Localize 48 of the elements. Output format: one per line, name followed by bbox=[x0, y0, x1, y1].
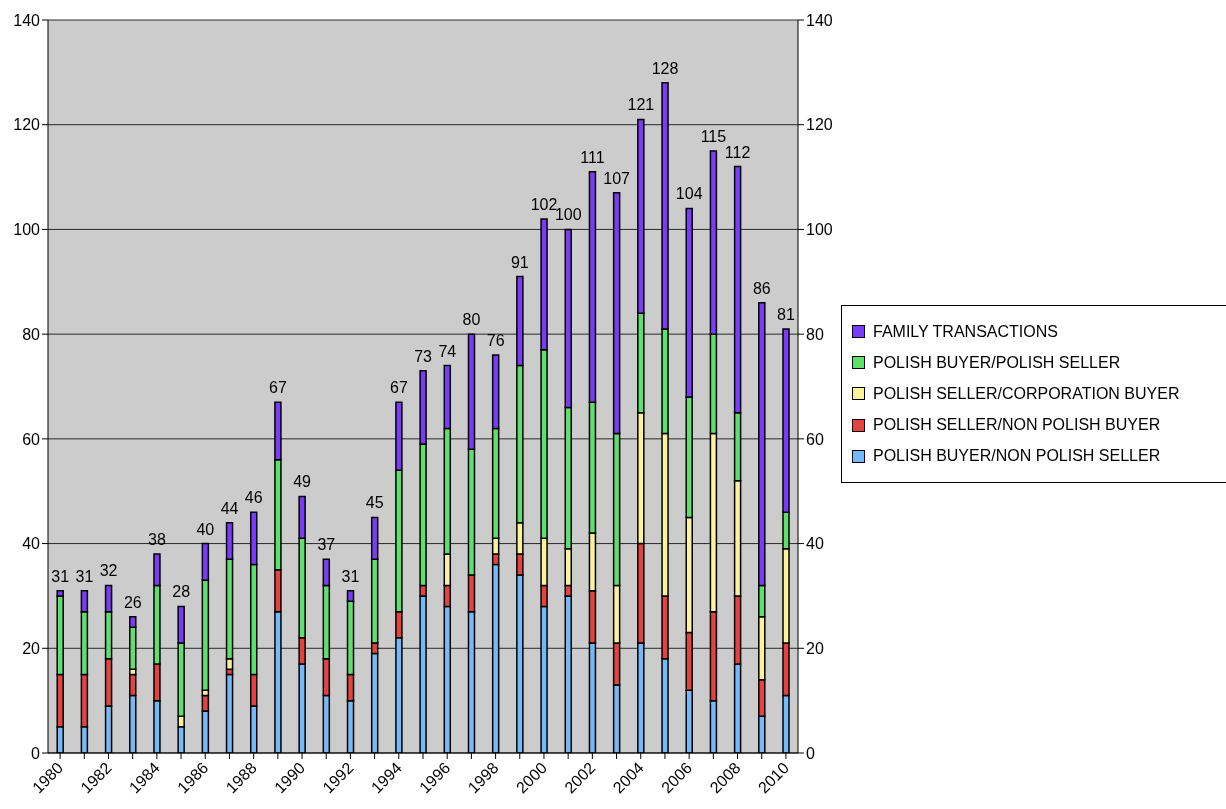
legend-label: POLISH BUYER/POLISH SELLER bbox=[873, 353, 1121, 372]
legend-label: FAMILY TRANSACTIONS bbox=[873, 322, 1058, 341]
total-label: 46 bbox=[244, 489, 263, 507]
y2-tick-label: 40 bbox=[806, 535, 824, 553]
total-label: 67 bbox=[269, 379, 287, 397]
total-label: 31 bbox=[75, 567, 94, 585]
y2-tick-label: 60 bbox=[806, 430, 824, 448]
total-label: 26 bbox=[123, 593, 142, 611]
total-label: 28 bbox=[172, 583, 191, 601]
total-label: 112 bbox=[724, 143, 751, 161]
y2-tick-label: 100 bbox=[806, 221, 833, 239]
total-label: 44 bbox=[220, 499, 239, 517]
y-tick-label: 100 bbox=[13, 221, 41, 239]
total-label: 76 bbox=[486, 332, 505, 350]
total-label: 49 bbox=[293, 473, 312, 491]
y2-tick-label: 80 bbox=[806, 325, 824, 343]
y-tick-label: 140 bbox=[13, 11, 41, 29]
total-label: 80 bbox=[462, 311, 481, 329]
total-label: 31 bbox=[51, 567, 70, 585]
total-label: 81 bbox=[777, 305, 795, 323]
y-tick-label: 40 bbox=[22, 535, 41, 553]
total-label: 73 bbox=[414, 347, 433, 365]
total-label: 45 bbox=[365, 494, 384, 512]
y-tick-label: 60 bbox=[22, 430, 41, 448]
y-tick-label: 80 bbox=[22, 325, 41, 343]
total-label: 67 bbox=[390, 379, 408, 397]
legend-label: POLISH SELLER/NON POLISH BUYER bbox=[873, 416, 1161, 435]
legend-label: POLISH SELLER/CORPORATION BUYER bbox=[873, 384, 1180, 403]
total-label: 91 bbox=[510, 253, 529, 271]
y-tick-label: 120 bbox=[13, 116, 41, 134]
total-label: 107 bbox=[603, 169, 631, 187]
y2-tick-label: 0 bbox=[806, 744, 815, 762]
total-label: 86 bbox=[752, 279, 771, 297]
total-label: 32 bbox=[99, 562, 118, 580]
total-label: 104 bbox=[675, 185, 703, 203]
total-label: 40 bbox=[196, 520, 215, 538]
legend-label: POLISH BUYER/NON POLISH SELLER bbox=[873, 447, 1161, 466]
total-label: 74 bbox=[438, 342, 457, 360]
y-tick-label: 0 bbox=[31, 744, 41, 762]
y2-tick-label: 20 bbox=[806, 639, 824, 657]
total-label: 121 bbox=[627, 96, 655, 114]
y2-tick-label: 120 bbox=[806, 116, 833, 134]
total-label: 111 bbox=[580, 148, 605, 166]
total-label: 31 bbox=[341, 567, 360, 585]
y2-tick-label: 140 bbox=[806, 11, 833, 29]
total-label: 115 bbox=[700, 127, 727, 145]
y-tick-label: 20 bbox=[22, 639, 41, 657]
total-label: 128 bbox=[651, 59, 679, 77]
